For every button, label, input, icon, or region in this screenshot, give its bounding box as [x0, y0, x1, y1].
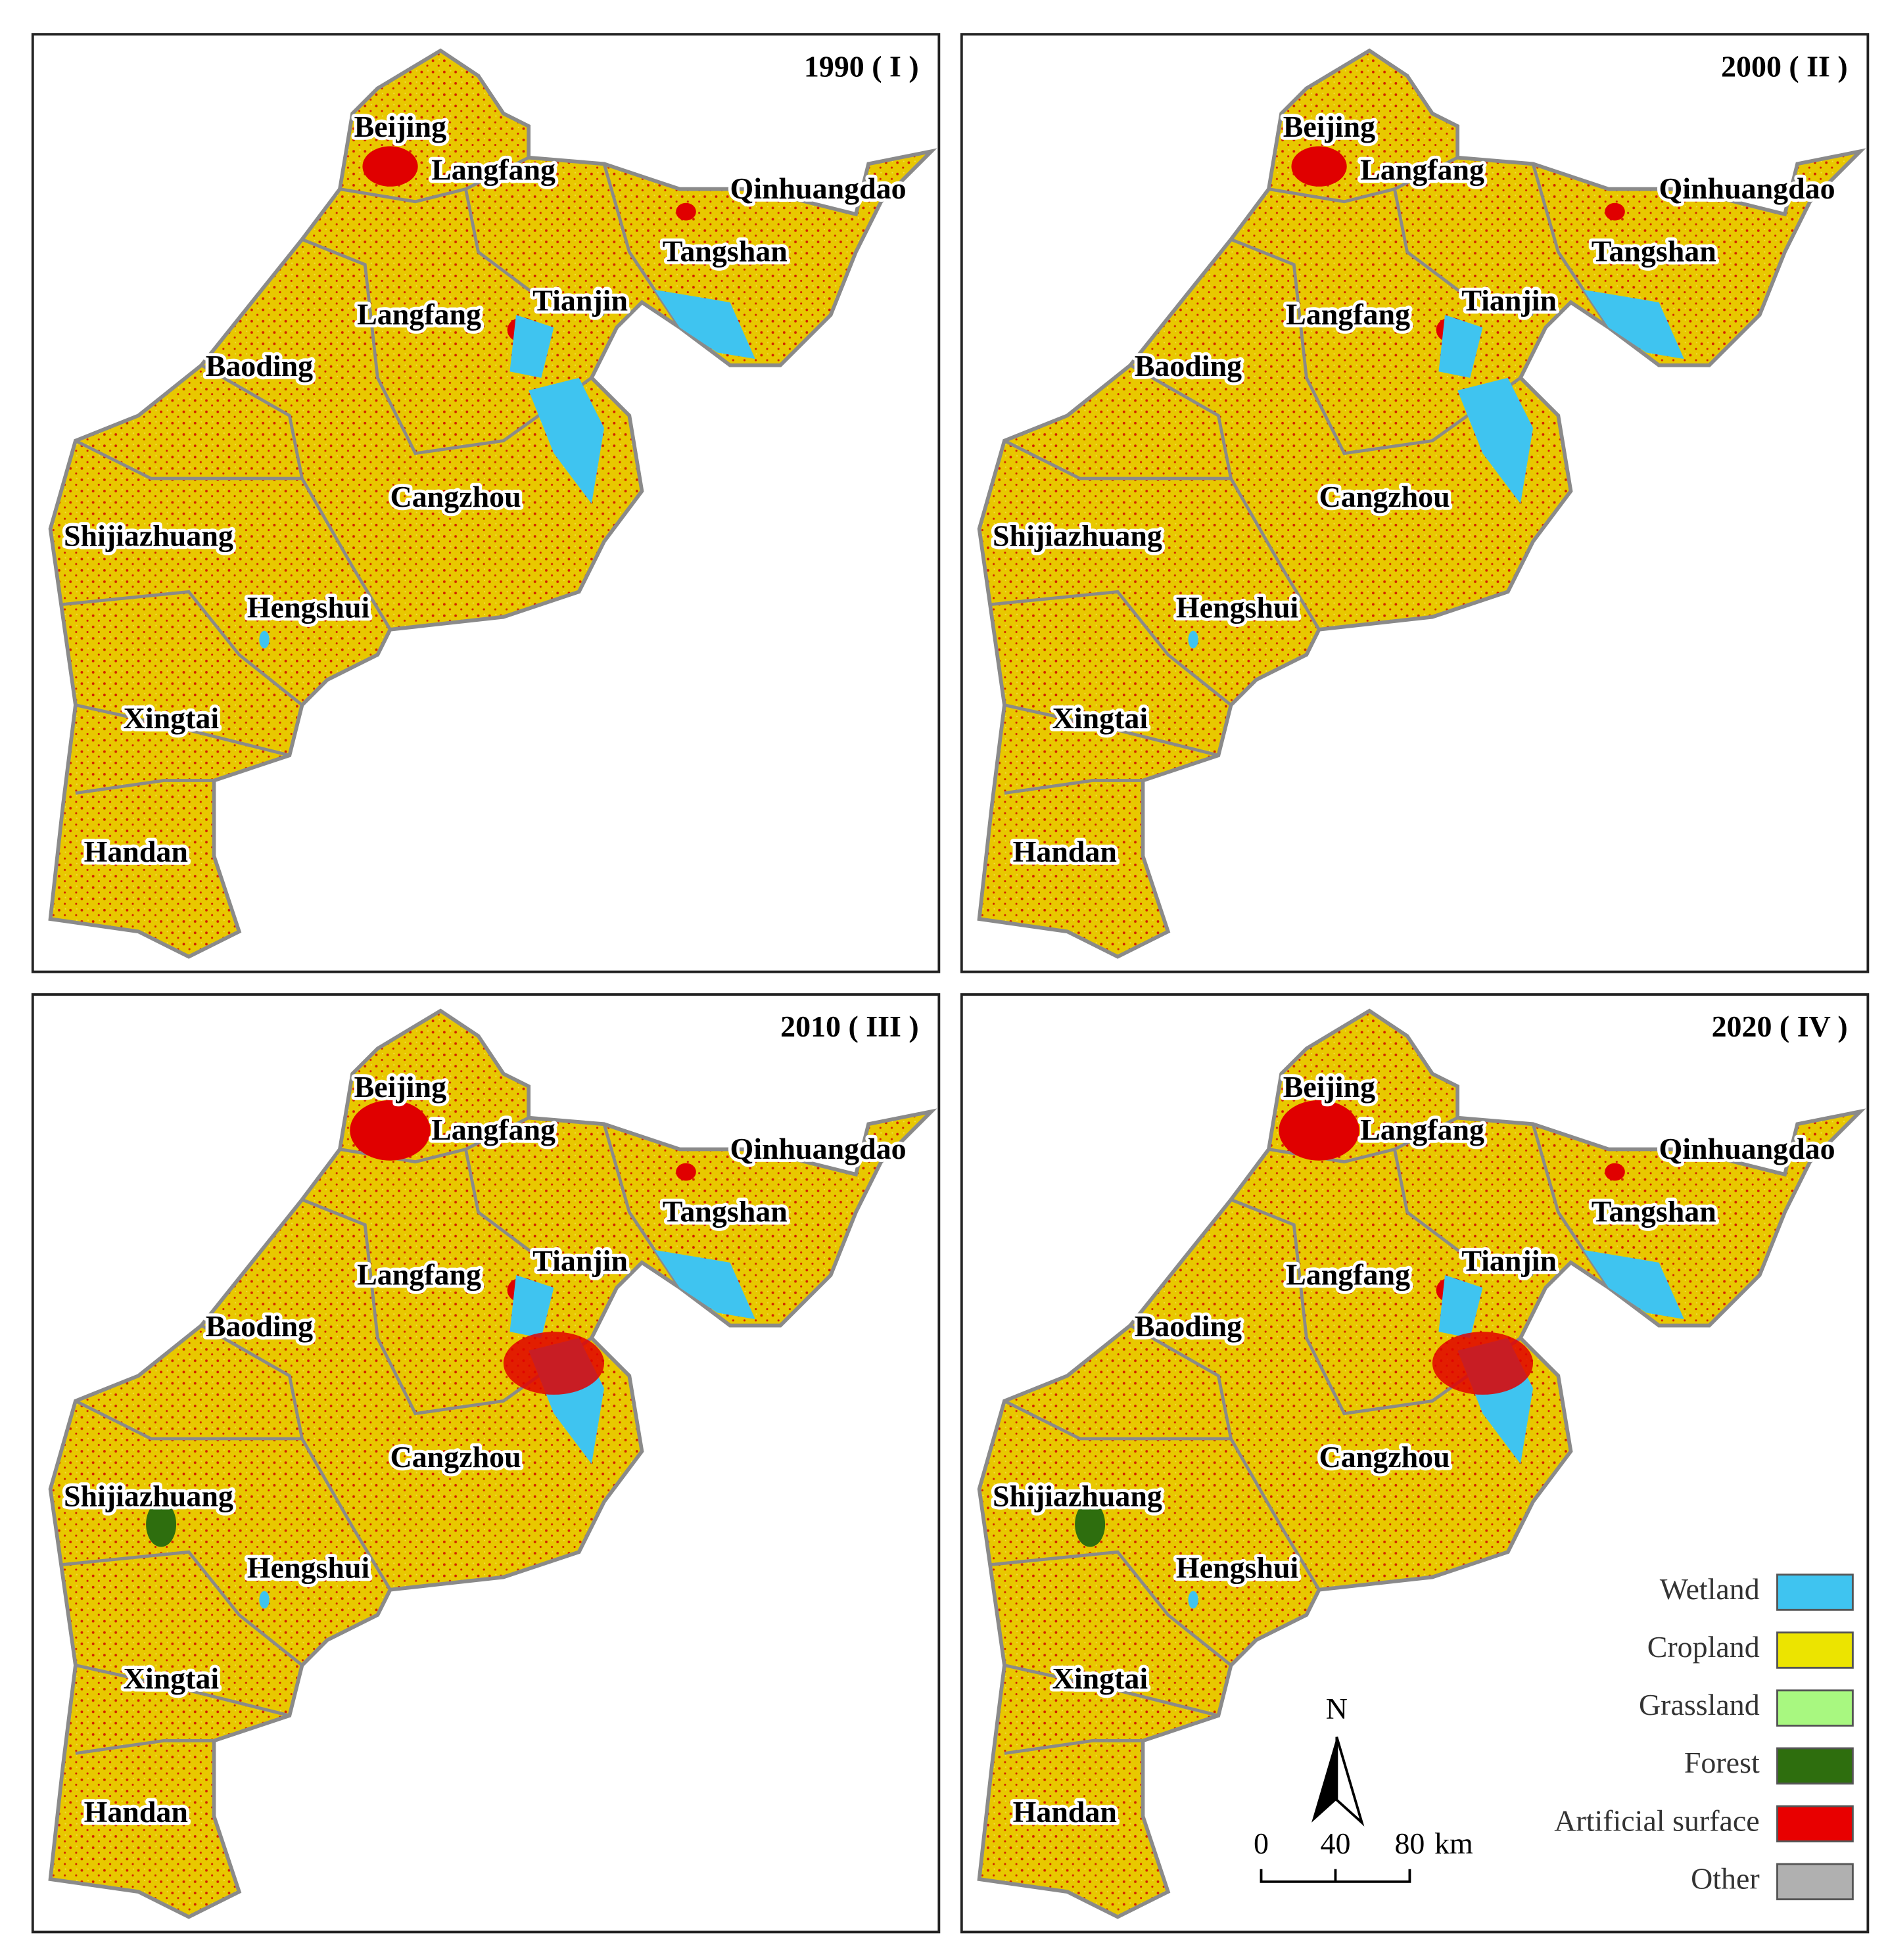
place-label: Langfang — [357, 297, 481, 331]
place-label: Langfang — [1360, 152, 1484, 186]
place-label: Tangshan — [663, 235, 788, 268]
place-label: Baoding — [1135, 349, 1242, 383]
place-label: Xingtai — [1052, 1662, 1148, 1695]
place-label: Tangshan — [1592, 235, 1716, 268]
place-label: Langfang — [431, 1113, 555, 1146]
place-label: Hengshui — [1176, 1551, 1299, 1584]
place-label: Shijiazhuang — [993, 1479, 1162, 1512]
legend-label: Other — [1691, 1861, 1760, 1895]
scale-bar: 0 40 80 km — [1254, 1827, 1473, 1883]
map-panel: 2000 ( II ) Beijing Langfang Qinhuangdao Tan… — [960, 33, 1870, 973]
legend-swatch — [1776, 1747, 1854, 1785]
place-label: Langfang — [1360, 1113, 1484, 1146]
place-label: Xingtai — [1052, 701, 1148, 735]
place-label: Beijing — [1283, 110, 1375, 143]
scale-unit: km — [1434, 1827, 1473, 1860]
panel-title: 1990 ( I ) — [804, 49, 919, 83]
place-label: Qinhuangdao — [730, 172, 906, 205]
place-label: Tianjin — [1461, 283, 1557, 317]
map-panel: 1990 ( I ) Beijing Langfang Qinhuangdao Tang… — [31, 33, 941, 973]
legend-swatch — [1776, 1631, 1854, 1669]
arrow-left — [1311, 1737, 1337, 1823]
place-label: Tianjin — [1461, 1244, 1557, 1277]
forest-area — [1075, 1501, 1106, 1547]
place-label: Langfang — [357, 1257, 481, 1291]
panel-title: 2010 ( III ) — [780, 1010, 919, 1043]
place-label: Cangzhou — [390, 480, 521, 513]
legend-label: Cropland — [1647, 1630, 1760, 1664]
place-label: Qinhuangdao — [730, 1132, 906, 1165]
legend-label: Grassland — [1639, 1688, 1760, 1721]
place-label: Handan — [84, 835, 188, 868]
scale-label: 80 — [1394, 1827, 1425, 1860]
place-label: Handan — [1013, 835, 1117, 868]
map-panel: 2010 ( III ) Beijing Langfang Qinhuangdao Ta… — [31, 993, 941, 1934]
map-panel: 2020 ( IV ) Beijing Langfang Qinhuangdao Tan… — [960, 993, 1870, 1934]
legend-label: Forest — [1684, 1746, 1760, 1779]
urban-area — [350, 1100, 431, 1161]
legend-swatch — [1776, 1805, 1854, 1843]
place-label: Hengshui — [1176, 591, 1299, 624]
panel-title: 2020 ( IV ) — [1712, 1010, 1848, 1043]
place-label: Beijing — [354, 110, 446, 143]
north-label: N — [1326, 1692, 1348, 1725]
panel-title: 2000 ( II ) — [1721, 49, 1848, 83]
place-label: Qinhuangdao — [1659, 172, 1835, 205]
place-label: Tangshan — [663, 1195, 788, 1228]
place-label: Langfang — [1286, 1257, 1410, 1291]
place-label: Tianjin — [532, 283, 628, 317]
scale-label: 0 — [1254, 1827, 1269, 1860]
urban-area — [1432, 1332, 1534, 1395]
place-label: Cangzhou — [390, 1440, 521, 1474]
place-label: Baoding — [206, 1309, 313, 1343]
urban-area — [503, 1332, 605, 1395]
place-label: Langfang — [1286, 297, 1410, 331]
place-label: Baoding — [1135, 1309, 1242, 1343]
place-label: Xingtai — [124, 701, 220, 735]
place-label: Shijiazhuang — [993, 519, 1162, 552]
urban-area — [1279, 1100, 1359, 1161]
place-label: Xingtai — [124, 1662, 220, 1695]
forest-area — [146, 1501, 177, 1547]
place-label: Handan — [84, 1795, 188, 1829]
place-label: Tangshan — [1592, 1195, 1716, 1228]
place-label: Langfang — [431, 152, 555, 186]
arrow-right — [1335, 1737, 1365, 1827]
place-label: Tianjin — [532, 1244, 628, 1277]
legend-swatch — [1776, 1689, 1854, 1727]
scale-label: 40 — [1320, 1827, 1350, 1860]
place-label: Shijiazhuang — [64, 519, 233, 552]
place-label: Handan — [1013, 1795, 1117, 1829]
legend-label: Wetland — [1660, 1572, 1760, 1606]
legend-swatch — [1776, 1574, 1854, 1611]
place-label: Baoding — [206, 349, 313, 383]
legend: Wetland Cropland Grassland Forest Artificial… — [1554, 1572, 1854, 1901]
place-label: Cangzhou — [1319, 480, 1450, 513]
place-label: Beijing — [354, 1070, 446, 1104]
place-label: Cangzhou — [1319, 1440, 1450, 1474]
north-arrow: N — [1311, 1692, 1365, 1827]
legend-swatch — [1776, 1863, 1854, 1901]
place-label: Qinhuangdao — [1659, 1132, 1835, 1165]
place-label: Hengshui — [247, 1551, 370, 1584]
place-label: Hengshui — [247, 591, 370, 624]
place-label: Beijing — [1283, 1070, 1375, 1104]
place-label: Shijiazhuang — [64, 1479, 233, 1512]
legend-label: Artificial surface — [1554, 1804, 1759, 1837]
